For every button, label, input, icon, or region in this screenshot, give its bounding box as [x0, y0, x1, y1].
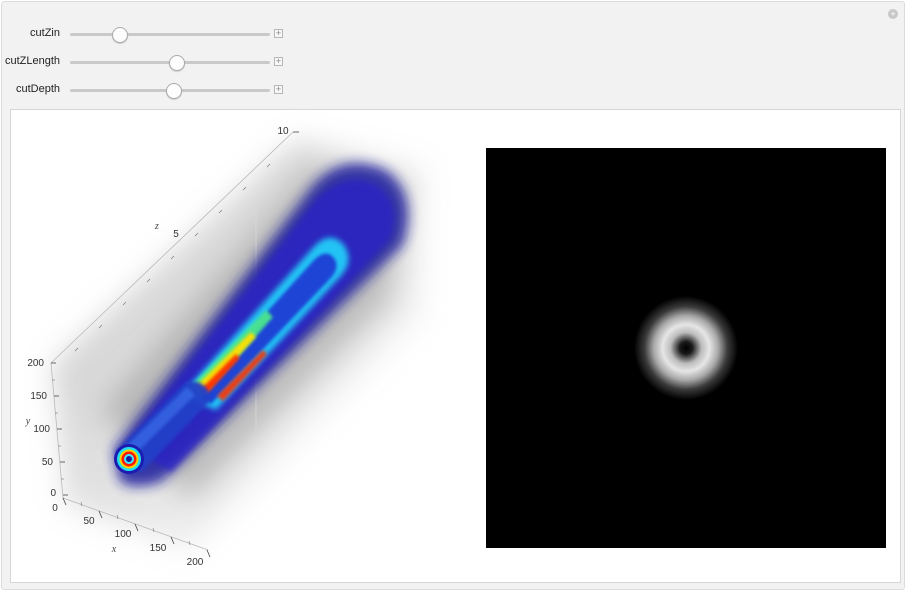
cutzlength-label: cutZLength [4, 55, 60, 67]
cutzlength-slider-thumb[interactable] [169, 54, 185, 71]
cutzlength-slider[interactable] [70, 54, 270, 71]
x-tick-label: 50 [83, 516, 95, 527]
cutdepth-label: cutDepth [15, 83, 60, 95]
x-tick-label: 150 [150, 543, 167, 554]
beam-core [189, 310, 273, 401]
z-tick-label: 10 [277, 126, 289, 137]
x-axis-label: x [111, 544, 117, 555]
cutdepth-slider-thumb[interactable] [166, 82, 182, 99]
x-tick-label: 0 [52, 503, 58, 514]
z-tick-labels: 5 10 [173, 126, 289, 240]
y-axis-label: y [25, 416, 31, 427]
x-tick-label: 200 [187, 557, 204, 568]
cutzlength-expand-icon[interactable]: + [274, 56, 283, 66]
tick-marks [51, 131, 299, 558]
y-tick-labels: 200 150 100 50 0 [27, 358, 56, 499]
x-tick-labels: 0 50 100 150 200 [52, 503, 204, 568]
cutdepth-expand-icon[interactable]: + [274, 84, 283, 94]
beam-cross-section[interactable] [486, 148, 886, 548]
y-tick-label: 0 [50, 488, 56, 499]
y-tick-label: 50 [42, 457, 54, 468]
y-tick-label: 200 [27, 358, 44, 369]
control-cutdepth: cutDepth + [2, 80, 302, 100]
cutzin-expand-icon[interactable]: + [274, 28, 283, 38]
cutzin-slider[interactable] [70, 26, 270, 43]
plus-circle-icon[interactable]: + [888, 9, 898, 19]
output-area: 200 150 100 50 0 0 50 100 150 200 5 10 x… [10, 109, 901, 583]
y-tick-label: 100 [33, 424, 50, 435]
control-cutzin: cutZin + [2, 24, 302, 44]
axis-labels: x y z [25, 221, 159, 555]
x-tick-label: 100 [115, 529, 132, 540]
z-tick-label: 5 [173, 229, 179, 240]
cutzin-slider-thumb[interactable] [112, 26, 128, 43]
control-cutzlength: cutZLength + [2, 52, 302, 72]
cutdepth-slider[interactable] [70, 82, 270, 99]
minor-ticks [52, 163, 271, 546]
z-axis-label: z [154, 221, 159, 232]
y-tick-label: 150 [30, 391, 47, 402]
beam-end-cap [114, 444, 144, 474]
donut-beam-image [486, 148, 886, 548]
cutzin-label: cutZin [30, 27, 60, 39]
volume-3d-plot[interactable]: 200 150 100 50 0 0 50 100 150 200 5 10 x… [11, 110, 481, 582]
